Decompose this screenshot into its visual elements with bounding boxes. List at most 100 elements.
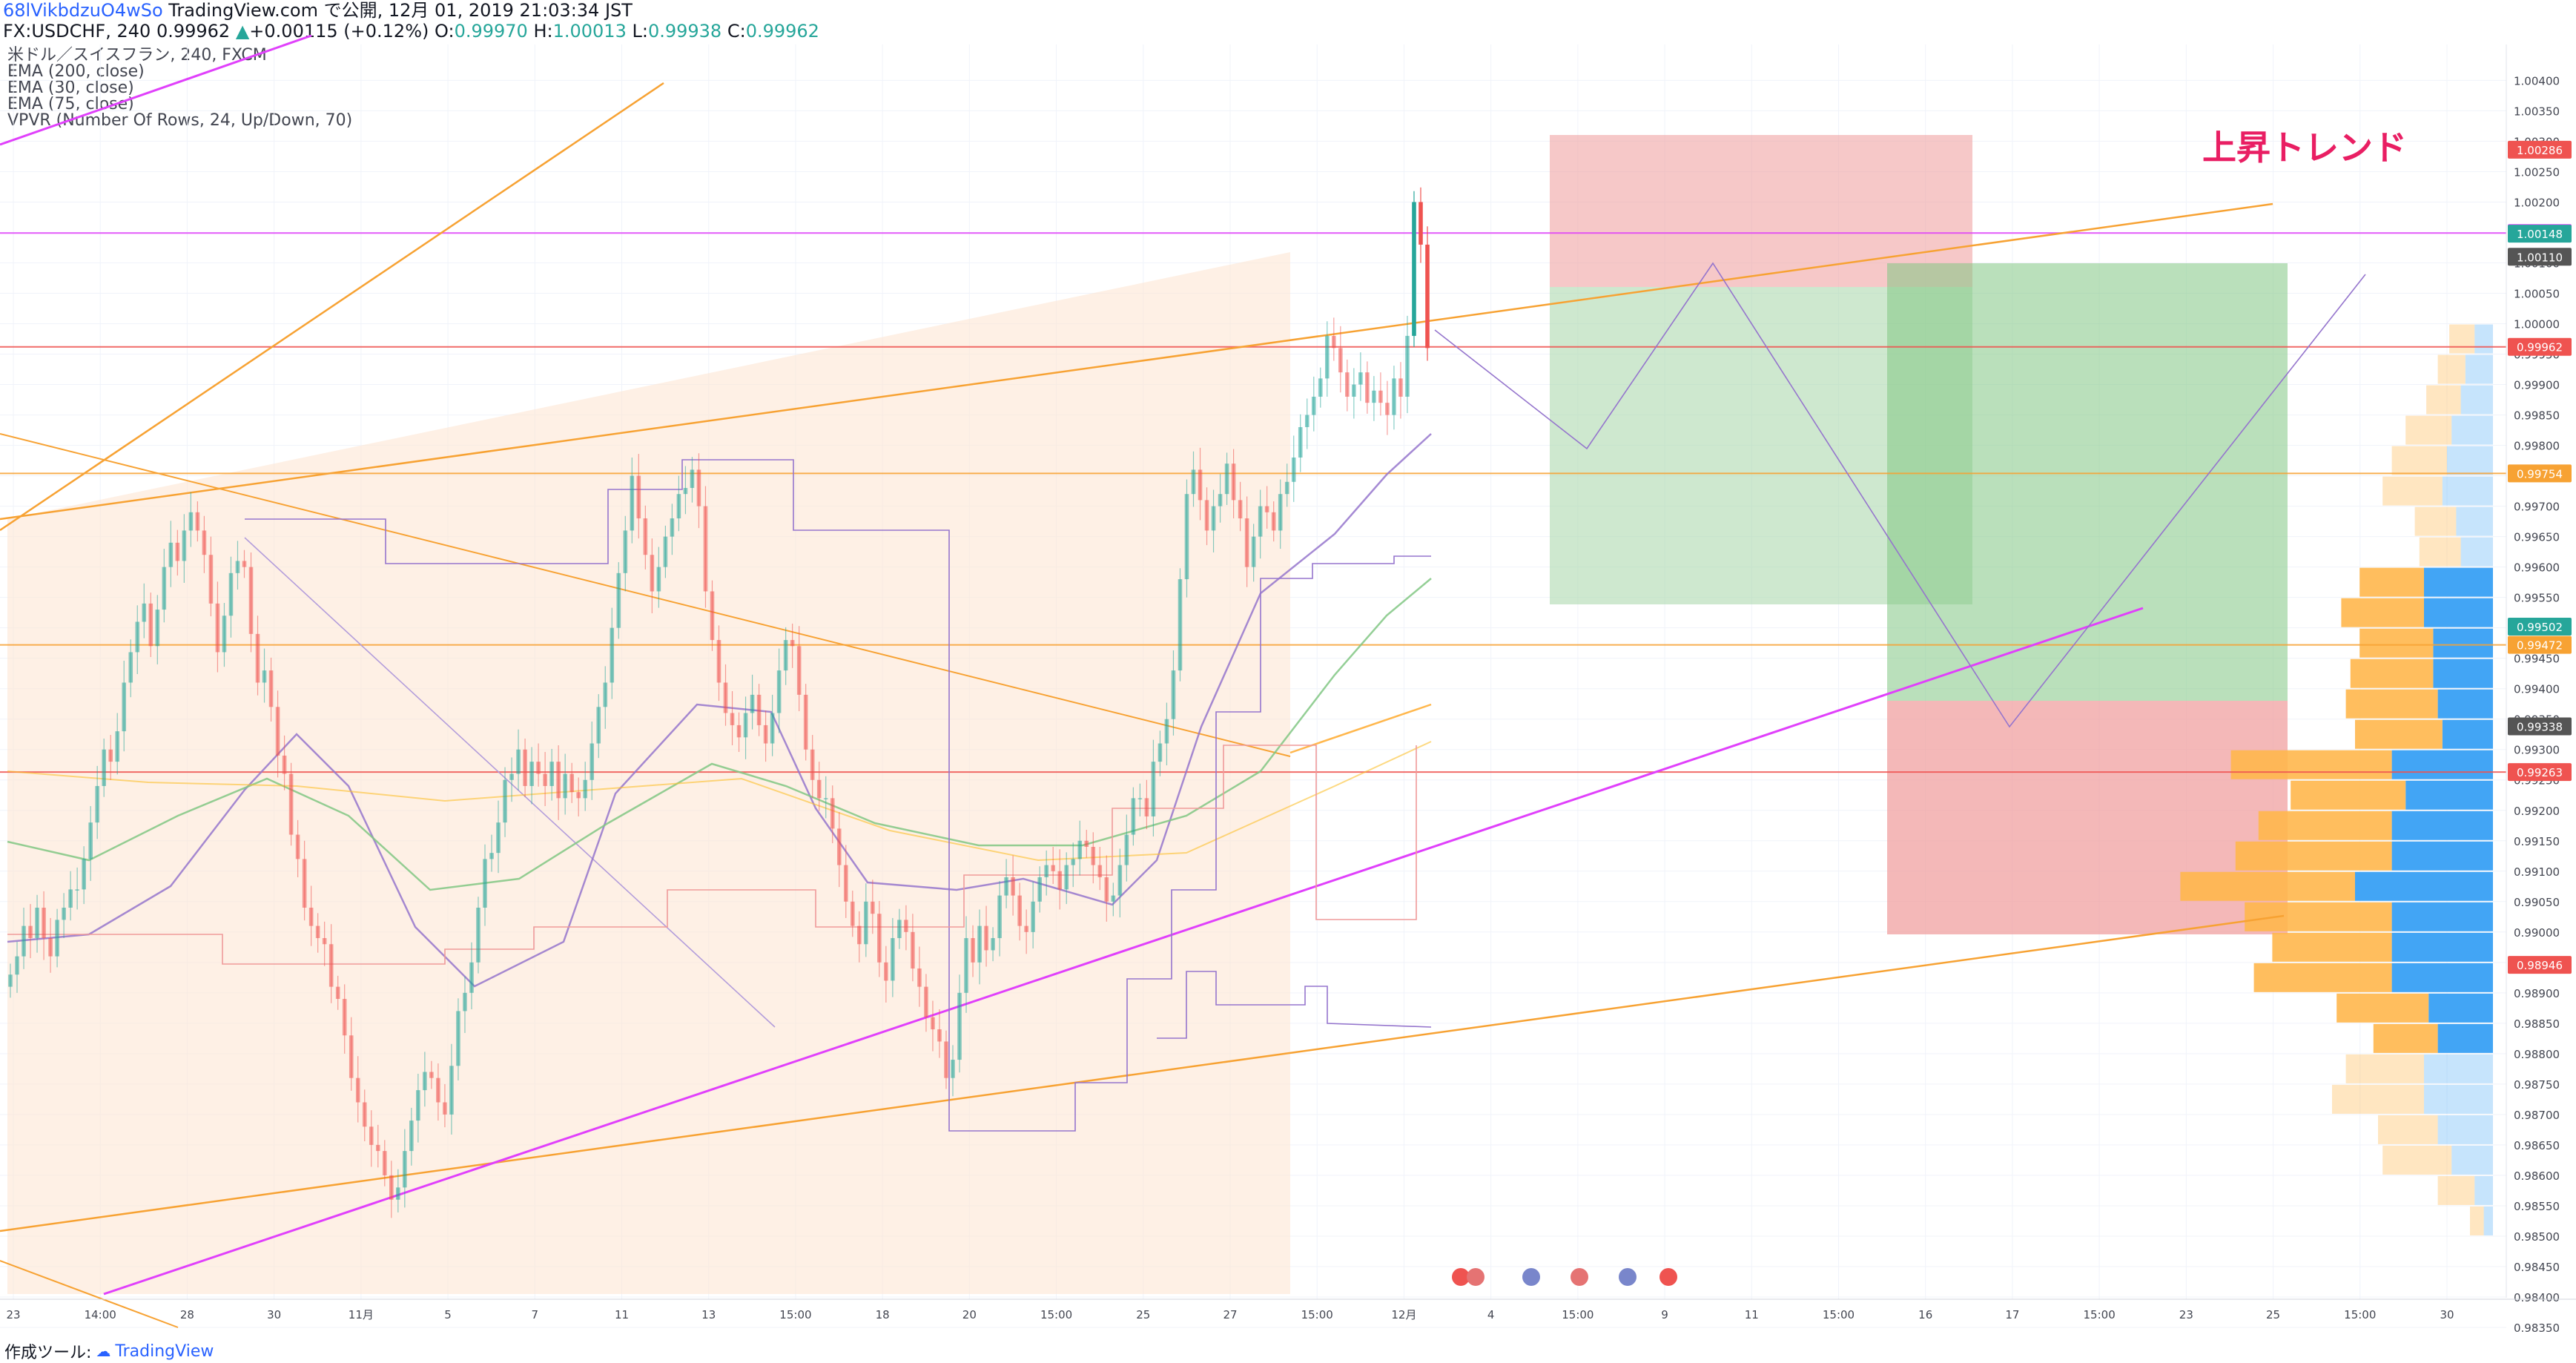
vpvr-bar-up bbox=[2474, 1175, 2493, 1205]
candle-body bbox=[1024, 925, 1028, 932]
candle-body bbox=[349, 1035, 354, 1078]
legend-ema200[interactable]: EMA (200, close) bbox=[7, 62, 145, 81]
candle-body bbox=[202, 530, 207, 555]
vpvr-bar-down bbox=[2345, 1054, 2424, 1083]
price-tick-label: 0.99600 bbox=[2514, 561, 2560, 575]
price-tick-label: 0.99550 bbox=[2514, 592, 2560, 605]
candle-body bbox=[1338, 348, 1343, 373]
candle-body bbox=[308, 908, 314, 926]
candle-body bbox=[489, 853, 494, 859]
candle-body bbox=[1144, 798, 1149, 816]
orange-channel-upper bbox=[0, 202, 2273, 521]
price-tag-label: 1.00286 bbox=[2517, 144, 2563, 157]
price-tick-label: 0.99300 bbox=[2514, 744, 2560, 757]
candle-body bbox=[1211, 506, 1216, 531]
candle-body bbox=[1011, 877, 1015, 896]
vpvr-bar-up bbox=[2391, 811, 2493, 840]
candle-body bbox=[1064, 865, 1069, 890]
candle-body bbox=[997, 895, 1002, 939]
price-tick-label: 0.99700 bbox=[2514, 501, 2560, 514]
candle-body bbox=[1345, 372, 1350, 397]
event-flag-icon[interactable] bbox=[1619, 1268, 1637, 1286]
candle-body bbox=[523, 749, 527, 786]
legend-vpvr[interactable]: VPVR (Number Of Rows, 24, Up/Down, 70) bbox=[7, 111, 353, 130]
candle-body bbox=[322, 938, 327, 945]
candle-body bbox=[1372, 390, 1376, 403]
economic-event-icons[interactable] bbox=[1452, 1268, 1677, 1286]
candle-body bbox=[536, 762, 541, 774]
candle-body bbox=[836, 828, 842, 865]
candle-body bbox=[1365, 372, 1370, 403]
candle-body bbox=[656, 567, 661, 592]
candle-body bbox=[95, 785, 99, 823]
price-tag: 1.00148 bbox=[2508, 225, 2572, 243]
candle-body bbox=[830, 798, 835, 829]
vpvr-bar-up bbox=[2460, 385, 2493, 415]
candle-body bbox=[275, 707, 280, 756]
price-tick-label: 0.99900 bbox=[2514, 379, 2560, 392]
price-chart[interactable]: 上昇トレンド 1.004001.003501.003001.002501.002… bbox=[0, 0, 2576, 1335]
event-flag-icon[interactable] bbox=[1467, 1268, 1484, 1286]
vpvr-bar-down bbox=[2414, 506, 2457, 536]
candle-body bbox=[670, 518, 675, 537]
vpvr-bar-down bbox=[2272, 932, 2392, 962]
candle-body bbox=[1077, 840, 1083, 859]
vpvr-bar-up bbox=[2451, 415, 2493, 445]
price-tick-label: 0.98650 bbox=[2514, 1139, 2560, 1152]
tradingview-brand[interactable]: TradingView bbox=[115, 1341, 214, 1361]
candle-body bbox=[1251, 536, 1256, 567]
price-tick-label: 1.00050 bbox=[2514, 288, 2560, 301]
close-value: 0.99962 bbox=[745, 21, 819, 42]
candle-body bbox=[1284, 481, 1289, 495]
candle-body bbox=[208, 555, 214, 604]
candle-body bbox=[122, 682, 127, 732]
ohlc-line: FX:USDCHF, 240 0.99962 ▲+0.00115 (+0.12%… bbox=[3, 21, 2524, 42]
candle-body bbox=[162, 567, 167, 610]
candle-body bbox=[1352, 384, 1356, 397]
time-tick-label: 15:00 bbox=[1301, 1308, 1333, 1321]
price-tag-label: 0.99962 bbox=[2517, 341, 2563, 354]
candle-body bbox=[977, 925, 982, 963]
candle-body bbox=[476, 908, 480, 963]
candle-body bbox=[182, 530, 187, 561]
legend-symbol[interactable]: 米ドル／スイスフラン, 240, FXCM bbox=[7, 46, 267, 65]
forecast-diagonal bbox=[244, 537, 776, 1028]
candle-body bbox=[1385, 403, 1390, 415]
candle-body bbox=[268, 670, 274, 707]
vpvr-bar-down bbox=[2245, 902, 2392, 931]
vpvr-bar-up bbox=[2428, 993, 2493, 1023]
vpvr-bar-down bbox=[2382, 1145, 2452, 1175]
price-tag-label: 0.99338 bbox=[2517, 721, 2563, 734]
time-tick-label: 9 bbox=[1661, 1308, 1668, 1321]
candle-body bbox=[42, 908, 46, 939]
candle-body bbox=[142, 603, 147, 622]
username-link[interactable]: 68lVikbdzuO4wSo bbox=[3, 0, 163, 21]
candle-body bbox=[730, 713, 735, 725]
vpvr-bar-down bbox=[2426, 385, 2461, 415]
price-tick-label: 0.98750 bbox=[2514, 1078, 2560, 1092]
time-tick-label: 30 bbox=[267, 1308, 281, 1321]
event-flag-icon[interactable] bbox=[1571, 1268, 1588, 1286]
price-tick-label: 0.99100 bbox=[2514, 865, 2560, 879]
time-tick-label: 15:00 bbox=[2084, 1308, 2116, 1321]
time-tick-label: 15:00 bbox=[2344, 1308, 2376, 1321]
time-tick-label: 15:00 bbox=[1562, 1308, 1594, 1321]
candle-body bbox=[924, 986, 928, 1017]
event-flag-icon[interactable] bbox=[1659, 1268, 1677, 1286]
candle-body bbox=[1184, 494, 1189, 580]
vpvr-bar-up bbox=[2391, 932, 2493, 962]
vpvr-bar-up bbox=[2447, 446, 2493, 475]
event-flag-icon[interactable] bbox=[1452, 1268, 1470, 1286]
symbol-label: FX:USDCHF, 240 bbox=[3, 21, 151, 42]
candle-body bbox=[543, 773, 547, 786]
vpvr-bar-down bbox=[2449, 324, 2475, 354]
candle-body bbox=[48, 938, 53, 957]
candle-body bbox=[696, 469, 701, 506]
orange-descending-line bbox=[0, 433, 1291, 757]
candle-body bbox=[610, 627, 615, 683]
price-tag-bg bbox=[2508, 464, 2572, 483]
legend-ema30[interactable]: EMA (30, close) bbox=[7, 79, 134, 97]
candle-body bbox=[1304, 415, 1310, 427]
event-flag-icon[interactable] bbox=[1522, 1268, 1540, 1286]
candle-body bbox=[736, 725, 742, 738]
